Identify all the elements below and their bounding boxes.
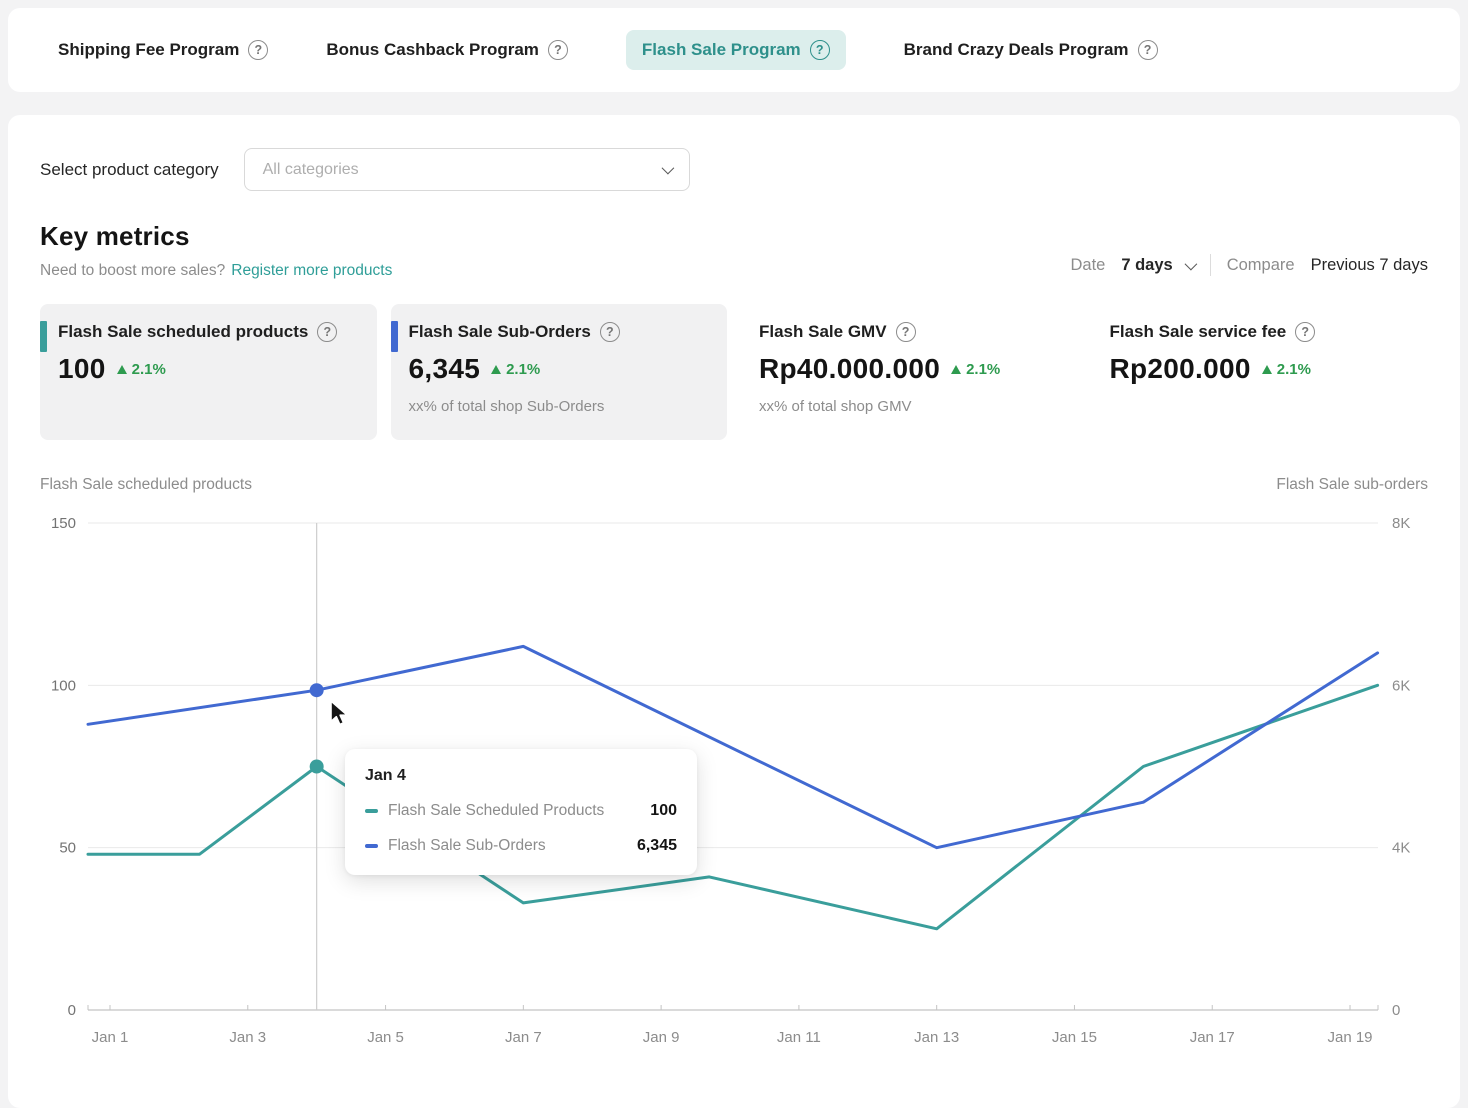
- metric-card-service-fee[interactable]: Flash Sale service fee ? Rp200.000 2.1%: [1092, 304, 1429, 440]
- date-range-select[interactable]: 7 days: [1121, 256, 1193, 275]
- boost-sales-hint: Need to boost more sales?Register more p…: [40, 262, 392, 280]
- tooltip-row: Flash Sale Scheduled Products 100: [365, 802, 677, 820]
- metric-value: Rp200.000: [1110, 353, 1251, 385]
- metric-delta: 2.1%: [951, 361, 1000, 378]
- metric-card-sub-orders[interactable]: Flash Sale Sub-Orders ? 6,345 2.1% xx% o…: [391, 304, 728, 440]
- page-title: Key metrics: [40, 221, 392, 252]
- svg-text:100: 100: [51, 677, 76, 694]
- tooltip-row: Flash Sale Sub-Orders 6,345: [365, 837, 677, 855]
- flash-sale-panel: Select product category All categories K…: [8, 115, 1460, 1108]
- right-axis-title: Flash Sale sub-orders: [1276, 476, 1428, 494]
- accent-bar: [391, 321, 398, 352]
- svg-text:Jan 17: Jan 17: [1190, 1029, 1235, 1046]
- metric-title: Flash Sale GMV: [759, 322, 887, 342]
- metric-title: Flash Sale Sub-Orders: [409, 322, 591, 342]
- series-dash-icon: [365, 809, 378, 813]
- category-filter-label: Select product category: [40, 160, 219, 180]
- chevron-down-icon: [661, 162, 674, 175]
- metric-title: Flash Sale scheduled products: [58, 322, 308, 342]
- category-select[interactable]: All categories: [244, 148, 690, 191]
- tab-bonus-cashback-program[interactable]: Bonus Cashback Program ?: [326, 40, 568, 60]
- arrow-up-icon: [117, 365, 127, 374]
- metric-delta: 2.1%: [117, 361, 166, 378]
- metric-value: 6,345: [409, 353, 481, 385]
- register-more-products-link[interactable]: Register more products: [231, 262, 392, 279]
- help-icon[interactable]: ?: [548, 40, 568, 60]
- accent-bar: [40, 321, 47, 352]
- metric-cards-row: Flash Sale scheduled products ? 100 2.1%…: [40, 304, 1428, 440]
- help-icon[interactable]: ?: [317, 322, 337, 342]
- help-icon[interactable]: ?: [1138, 40, 1158, 60]
- svg-text:Jan 13: Jan 13: [914, 1029, 959, 1046]
- chart-canvas[interactable]: 0 0 50 4K 100 6K 150 8K Jan 1 Jan 3 Jan 5 Jan 7 Jan …: [40, 502, 1428, 1062]
- compare-range-select[interactable]: Previous 7 days: [1311, 256, 1428, 275]
- metric-note: xx% of total shop GMV: [759, 398, 1062, 415]
- help-icon[interactable]: ?: [896, 322, 916, 342]
- metric-delta: 2.1%: [491, 361, 540, 378]
- chart-axis-titles: Flash Sale scheduled products Flash Sale…: [40, 476, 1428, 494]
- svg-text:6K: 6K: [1392, 677, 1410, 694]
- svg-text:Jan 11: Jan 11: [777, 1029, 821, 1046]
- metric-card-gmv[interactable]: Flash Sale GMV ? Rp40.000.000 2.1% xx% o…: [741, 304, 1078, 440]
- svg-text:0: 0: [68, 1002, 76, 1019]
- metric-delta: 2.1%: [1262, 361, 1311, 378]
- arrow-up-icon: [1262, 365, 1272, 374]
- arrow-up-icon: [951, 365, 961, 374]
- tab-label: Flash Sale Program: [642, 40, 801, 60]
- metric-value: 100: [58, 353, 106, 385]
- metric-card-scheduled-products[interactable]: Flash Sale scheduled products ? 100 2.1%: [40, 304, 377, 440]
- svg-text:150: 150: [51, 515, 76, 532]
- category-select-placeholder: All categories: [263, 161, 662, 179]
- svg-text:4K: 4K: [1392, 840, 1410, 857]
- compare-label: Compare: [1227, 256, 1295, 275]
- arrow-up-icon: [491, 365, 501, 374]
- line-chart[interactable]: 0 0 50 4K 100 6K 150 8K Jan 1 Jan 3 Jan 5 Jan 7 Jan …: [40, 502, 1428, 1062]
- svg-text:50: 50: [59, 840, 76, 857]
- date-label: Date: [1070, 256, 1105, 275]
- left-axis-title: Flash Sale scheduled products: [40, 476, 252, 494]
- divider: [1210, 254, 1211, 276]
- category-filter-row: Select product category All categories: [40, 148, 1428, 191]
- tooltip-date: Jan 4: [365, 767, 677, 785]
- metric-note: xx% of total shop Sub-Orders: [409, 398, 712, 415]
- help-icon[interactable]: ?: [600, 322, 620, 342]
- chart-tooltip: Jan 4 Flash Sale Scheduled Products 100 …: [345, 749, 697, 875]
- svg-text:Jan 3: Jan 3: [229, 1029, 266, 1046]
- tab-brand-crazy-deals-program[interactable]: Brand Crazy Deals Program ?: [904, 40, 1158, 60]
- metric-title: Flash Sale service fee: [1110, 322, 1287, 342]
- date-controls: Date 7 days Compare Previous 7 days: [1070, 254, 1428, 280]
- tab-shipping-fee-program[interactable]: Shipping Fee Program ?: [58, 40, 268, 60]
- svg-text:Jan 1: Jan 1: [92, 1029, 129, 1046]
- help-icon[interactable]: ?: [1295, 322, 1315, 342]
- svg-text:Jan 7: Jan 7: [505, 1029, 542, 1046]
- help-icon[interactable]: ?: [248, 40, 268, 60]
- tab-label: Shipping Fee Program: [58, 40, 239, 60]
- series-dash-icon: [365, 844, 378, 848]
- metric-value: Rp40.000.000: [759, 353, 940, 385]
- mouse-cursor: [331, 701, 347, 725]
- chevron-down-icon: [1184, 257, 1197, 270]
- svg-text:Jan 9: Jan 9: [643, 1029, 680, 1046]
- svg-text:Jan 5: Jan 5: [367, 1029, 404, 1046]
- svg-text:Jan 15: Jan 15: [1052, 1029, 1097, 1046]
- help-icon[interactable]: ?: [810, 40, 830, 60]
- svg-text:8K: 8K: [1392, 515, 1410, 532]
- key-metrics-header: Key metrics Need to boost more sales?Reg…: [40, 221, 1428, 280]
- tab-flash-sale-program[interactable]: Flash Sale Program ?: [626, 30, 846, 70]
- svg-text:Jan 19: Jan 19: [1327, 1029, 1372, 1046]
- tab-label: Bonus Cashback Program: [326, 40, 539, 60]
- svg-text:0: 0: [1392, 1002, 1400, 1019]
- tab-label: Brand Crazy Deals Program: [904, 40, 1129, 60]
- program-tab-bar: Shipping Fee Program ? Bonus Cashback Pr…: [8, 8, 1460, 92]
